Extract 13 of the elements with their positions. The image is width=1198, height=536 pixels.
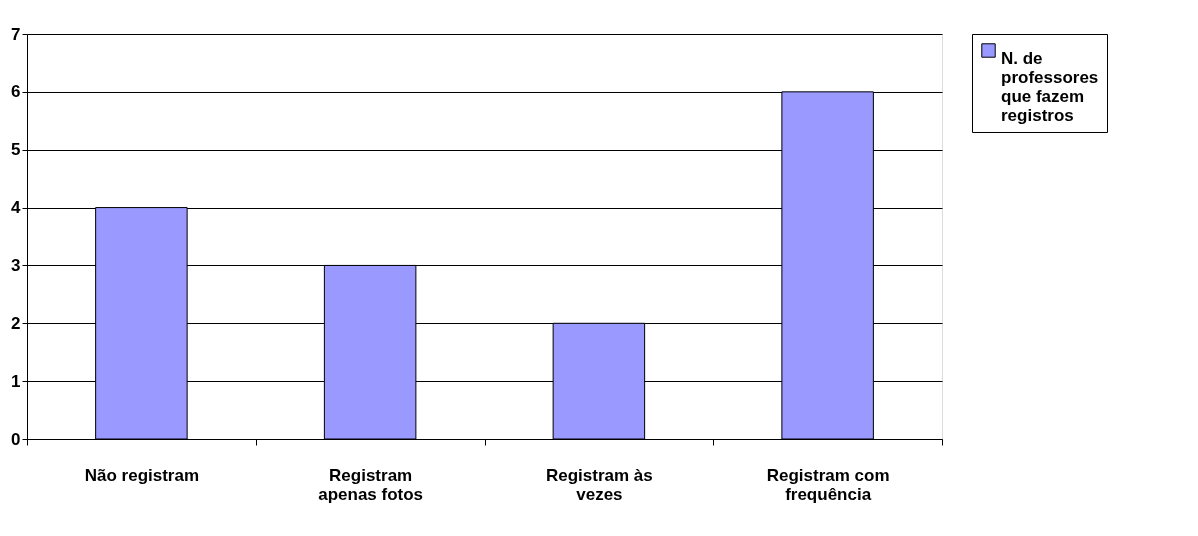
y-tick-label: 4 (11, 198, 22, 218)
y-tick-label: 3 (11, 255, 21, 275)
y-tick-label: 6 (11, 82, 21, 102)
legend-label: N. de professores que fazem registros (1001, 48, 1099, 125)
y-tick-label: 0 (11, 429, 21, 449)
x-tick-label: Registram com frequência (766, 465, 890, 504)
x-tick-label: Não registram (84, 465, 200, 485)
x-tick-label: Registram apenas fotos (318, 465, 424, 504)
y-tick-label: 1 (11, 371, 21, 391)
y-tick-label: 2 (11, 313, 21, 333)
y-tick-label: 7 (11, 24, 21, 44)
y-tick-label: 5 (11, 140, 21, 160)
x-tick-label: Registram às vezes (545, 465, 653, 504)
